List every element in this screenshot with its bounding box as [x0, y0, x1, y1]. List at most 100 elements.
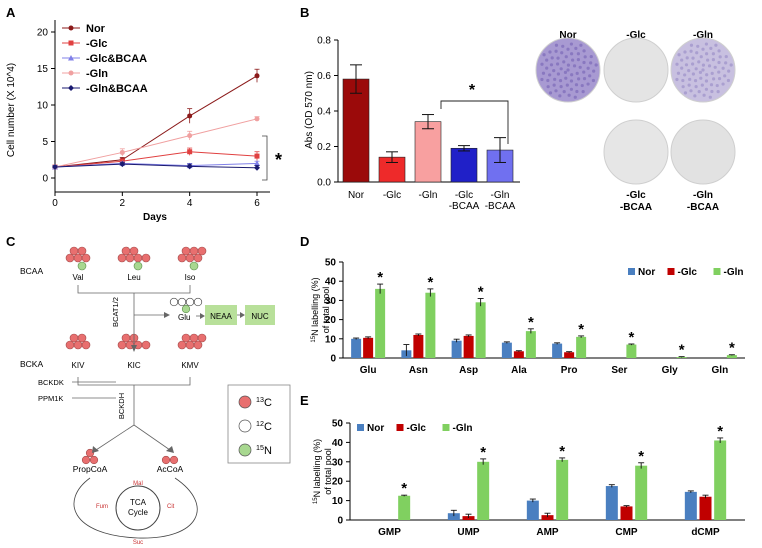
carbon-atom	[65, 340, 75, 350]
neaa-arrow-head	[240, 312, 245, 318]
legend-label: 12C	[256, 420, 272, 433]
well-stain-dot	[554, 89, 558, 93]
panel-d-legend-label: -Gln	[724, 267, 744, 278]
well-stain-dot	[540, 62, 544, 66]
panel-b-xticks: Nor -Glc -Gln -Glc -BCAA-Gln -BCAA	[348, 190, 516, 212]
panel-a-xticks: 0 2 4 6	[52, 192, 260, 209]
well-stain-dot	[706, 58, 710, 62]
panel-d-legend-swatch	[628, 268, 635, 275]
panel-e-ytick-label: 20	[332, 477, 344, 488]
carbon-atom	[189, 333, 199, 343]
panel-a-data-point	[254, 160, 260, 166]
panel-d-bars: * * * * * * * *	[351, 269, 737, 359]
panel-e-legend-label: -Gln	[453, 423, 473, 434]
panel-e-bar	[684, 491, 697, 520]
panel-e-bar	[605, 486, 618, 520]
ppm1k-label: PPM1K	[38, 394, 63, 403]
glu-carbon-atom	[169, 297, 179, 307]
panel-a-legend-marker	[68, 70, 74, 76]
well-label: -Glc -BCAA	[620, 190, 652, 213]
panel-b-significance-bracket	[440, 100, 509, 144]
bcaa-merge-line	[77, 285, 191, 345]
propcoa-atom	[81, 455, 91, 465]
carbon-atom	[189, 246, 199, 256]
well-stain-dot	[574, 83, 579, 87]
well-stain-dot	[683, 73, 687, 77]
panel-d-significance: *	[729, 340, 735, 357]
well-stain-dot	[580, 83, 584, 88]
well-stain-dot	[700, 83, 704, 87]
panel-c: C BCAA BCKA Val Leu Iso KIV KIC KMV BCAT1/2 G…	[6, 234, 291, 546]
panel-b-ytick-label: 0.6	[317, 71, 331, 82]
panel-a-series-line	[54, 75, 258, 168]
well-stain-dot	[556, 56, 560, 60]
legend-label: 15N	[256, 444, 272, 457]
panel-b-yticks: 0.0 0.2 0.4 0.6 0.8	[317, 36, 338, 189]
panel-d-xtick-label: Asn	[409, 365, 428, 376]
keto-acid-label: KMV	[181, 361, 199, 370]
carbon-atom	[81, 253, 91, 263]
well-stain-dot	[721, 82, 725, 86]
panel-e-yticks: 0 10 20 30 40 50	[332, 419, 350, 527]
panel-b-xtick-label: Nor	[348, 190, 365, 201]
well-stain-dot	[710, 89, 714, 94]
well-stain-dot	[691, 62, 695, 66]
well-stain-dot	[563, 70, 568, 74]
well-stain-dot	[704, 87, 709, 91]
well-dish	[603, 119, 669, 185]
panel-c-letter: C	[6, 234, 16, 249]
well-stain-dot	[592, 69, 596, 73]
panel-a-xtick-label: 0	[52, 198, 58, 209]
well-stain-dot	[689, 49, 693, 53]
panel-a-ytick-label: 5	[42, 137, 48, 148]
panel-e-xtick-label: UMP	[457, 527, 480, 538]
panel-a-xtick-label: 6	[254, 198, 260, 209]
panel-d-legend-label: Nor	[638, 267, 655, 278]
panel-e-bar	[635, 465, 648, 520]
well-stain-dot	[724, 61, 728, 65]
panel-e-xtick-label: GMP	[378, 527, 401, 538]
well-stain-dot	[566, 63, 571, 67]
panel-d-bar	[576, 336, 587, 358]
panel-a-data-point	[187, 133, 193, 139]
well-stain-dot	[553, 77, 557, 81]
well-stain-dot	[675, 77, 679, 82]
well-stain-dot	[565, 83, 569, 87]
glu-label: Glu	[178, 313, 190, 322]
well-stain-dot	[704, 52, 709, 56]
amino-acid-label: Iso	[185, 273, 196, 282]
panel-a-legend-label: -Gln	[86, 68, 108, 80]
well-stain-dot	[546, 78, 550, 83]
legend-atom	[238, 395, 252, 409]
panel-d-letter: D	[300, 234, 309, 249]
carbon-atom	[69, 246, 79, 256]
panel-e-legend-label: -Glc	[407, 423, 427, 434]
well-stain-dot	[562, 60, 566, 64]
carbon-atom	[117, 340, 127, 350]
panel-b-bar	[342, 78, 370, 183]
well-stain-dot	[558, 79, 563, 83]
carbon-atom	[69, 333, 79, 343]
panel-e-bar	[541, 515, 554, 520]
well-stain-dot	[694, 67, 698, 71]
panel-a-significance: *	[275, 150, 282, 170]
well-stain-dot	[698, 70, 703, 74]
glu-carbon-atom	[185, 297, 195, 307]
well-stain-dot	[693, 94, 697, 98]
mal-label: Mal	[133, 481, 143, 487]
well-stain-dot	[589, 54, 593, 59]
well-stain-dot	[717, 70, 721, 74]
panel-b-ytick-label: 0.2	[317, 142, 331, 153]
carbon-atom	[185, 340, 195, 350]
panel-e-significance: *	[638, 448, 644, 465]
panel-d-legend-swatch	[713, 268, 721, 275]
panel-e-significance: *	[717, 423, 723, 440]
panel-e-legend-swatch	[442, 424, 450, 431]
panel-e-legend-swatch	[396, 424, 404, 431]
panel-e-ytick-label: 10	[332, 496, 344, 507]
panel-b-bar	[450, 147, 478, 183]
carbon-atom	[141, 253, 151, 263]
panel-e-ylabel: 15N labelling (%)of total pool	[312, 439, 333, 504]
panel-e-bar	[447, 513, 460, 520]
keto-acid-label: KIC	[127, 361, 141, 370]
